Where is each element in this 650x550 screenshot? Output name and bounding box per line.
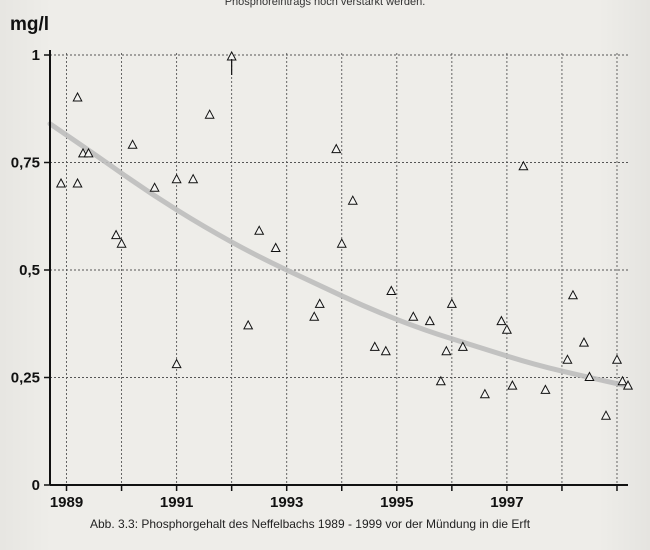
data-point: [435, 375, 446, 386]
y-ticks: 0 0,25 0,5 0,75 1: [11, 47, 50, 494]
data-point: [254, 225, 265, 235]
data-point: [127, 139, 138, 149]
data-point: [110, 229, 122, 240]
data-point: [518, 160, 529, 171]
data-point: [314, 298, 325, 308]
data-point: [347, 195, 358, 205]
x-tick-label: 1997: [490, 494, 523, 511]
x-tick-label: 1993: [270, 494, 303, 511]
axes: [49, 50, 628, 486]
y-tick-label: 1: [32, 47, 40, 64]
data-point: [578, 337, 590, 347]
data-point: [424, 315, 435, 326]
figure-caption: Abb. 3.3: Phosphorgehalt des Neffelbachs…: [90, 517, 531, 531]
x-ticks: 1989 1991 1993 1995 1997: [50, 485, 618, 511]
data-point: [540, 384, 551, 394]
data-point: [55, 177, 67, 188]
data-point: [171, 358, 182, 369]
x-tick-label: 1991: [160, 494, 193, 511]
offscale-data-point: [226, 50, 237, 61]
trend-line: [47, 121, 631, 389]
data-point: [336, 238, 347, 248]
data-point: [611, 354, 623, 364]
data-point: [562, 354, 573, 364]
markers: [55, 50, 634, 420]
y-tick-label: 0,75: [11, 155, 40, 172]
data-point: [149, 182, 160, 192]
data-point: [204, 109, 215, 119]
data-point: [584, 371, 595, 381]
data-point: [116, 238, 127, 248]
data-point: [457, 341, 468, 351]
data-point: [408, 311, 419, 321]
data-point: [72, 177, 83, 188]
data-point: [188, 173, 199, 184]
data-point: [331, 143, 342, 154]
data-point: [441, 345, 452, 356]
data-point: [380, 345, 391, 356]
data-point: [83, 147, 94, 158]
trend-line-group: [47, 121, 631, 389]
x-tick-label: 1995: [380, 494, 413, 511]
data-point: [386, 285, 397, 295]
data-point: [479, 388, 490, 399]
data-point: [501, 324, 512, 334]
data-point: [622, 380, 634, 390]
data-point: [171, 173, 182, 184]
data-point: [369, 341, 380, 351]
data-point: [309, 311, 320, 321]
x-tick-label: 1989: [50, 494, 83, 511]
y-tick-label: 0,5: [19, 262, 40, 279]
data-point: [446, 298, 457, 308]
data-point: [496, 315, 507, 326]
y-tick-label: 0,25: [11, 370, 40, 387]
header-text: Phosphoreintrags noch verstärkt werden.: [224, 0, 426, 8]
data-point: [600, 410, 612, 420]
data-point: [617, 375, 628, 386]
y-axis-unit: mg/l: [10, 14, 49, 35]
data-point: [270, 242, 281, 252]
y-tick-label: 0: [32, 477, 40, 494]
data-point: [567, 289, 579, 300]
gridlines: [50, 53, 628, 485]
data-point: [72, 91, 83, 102]
data-point: [243, 319, 254, 330]
data-point: [507, 380, 518, 390]
